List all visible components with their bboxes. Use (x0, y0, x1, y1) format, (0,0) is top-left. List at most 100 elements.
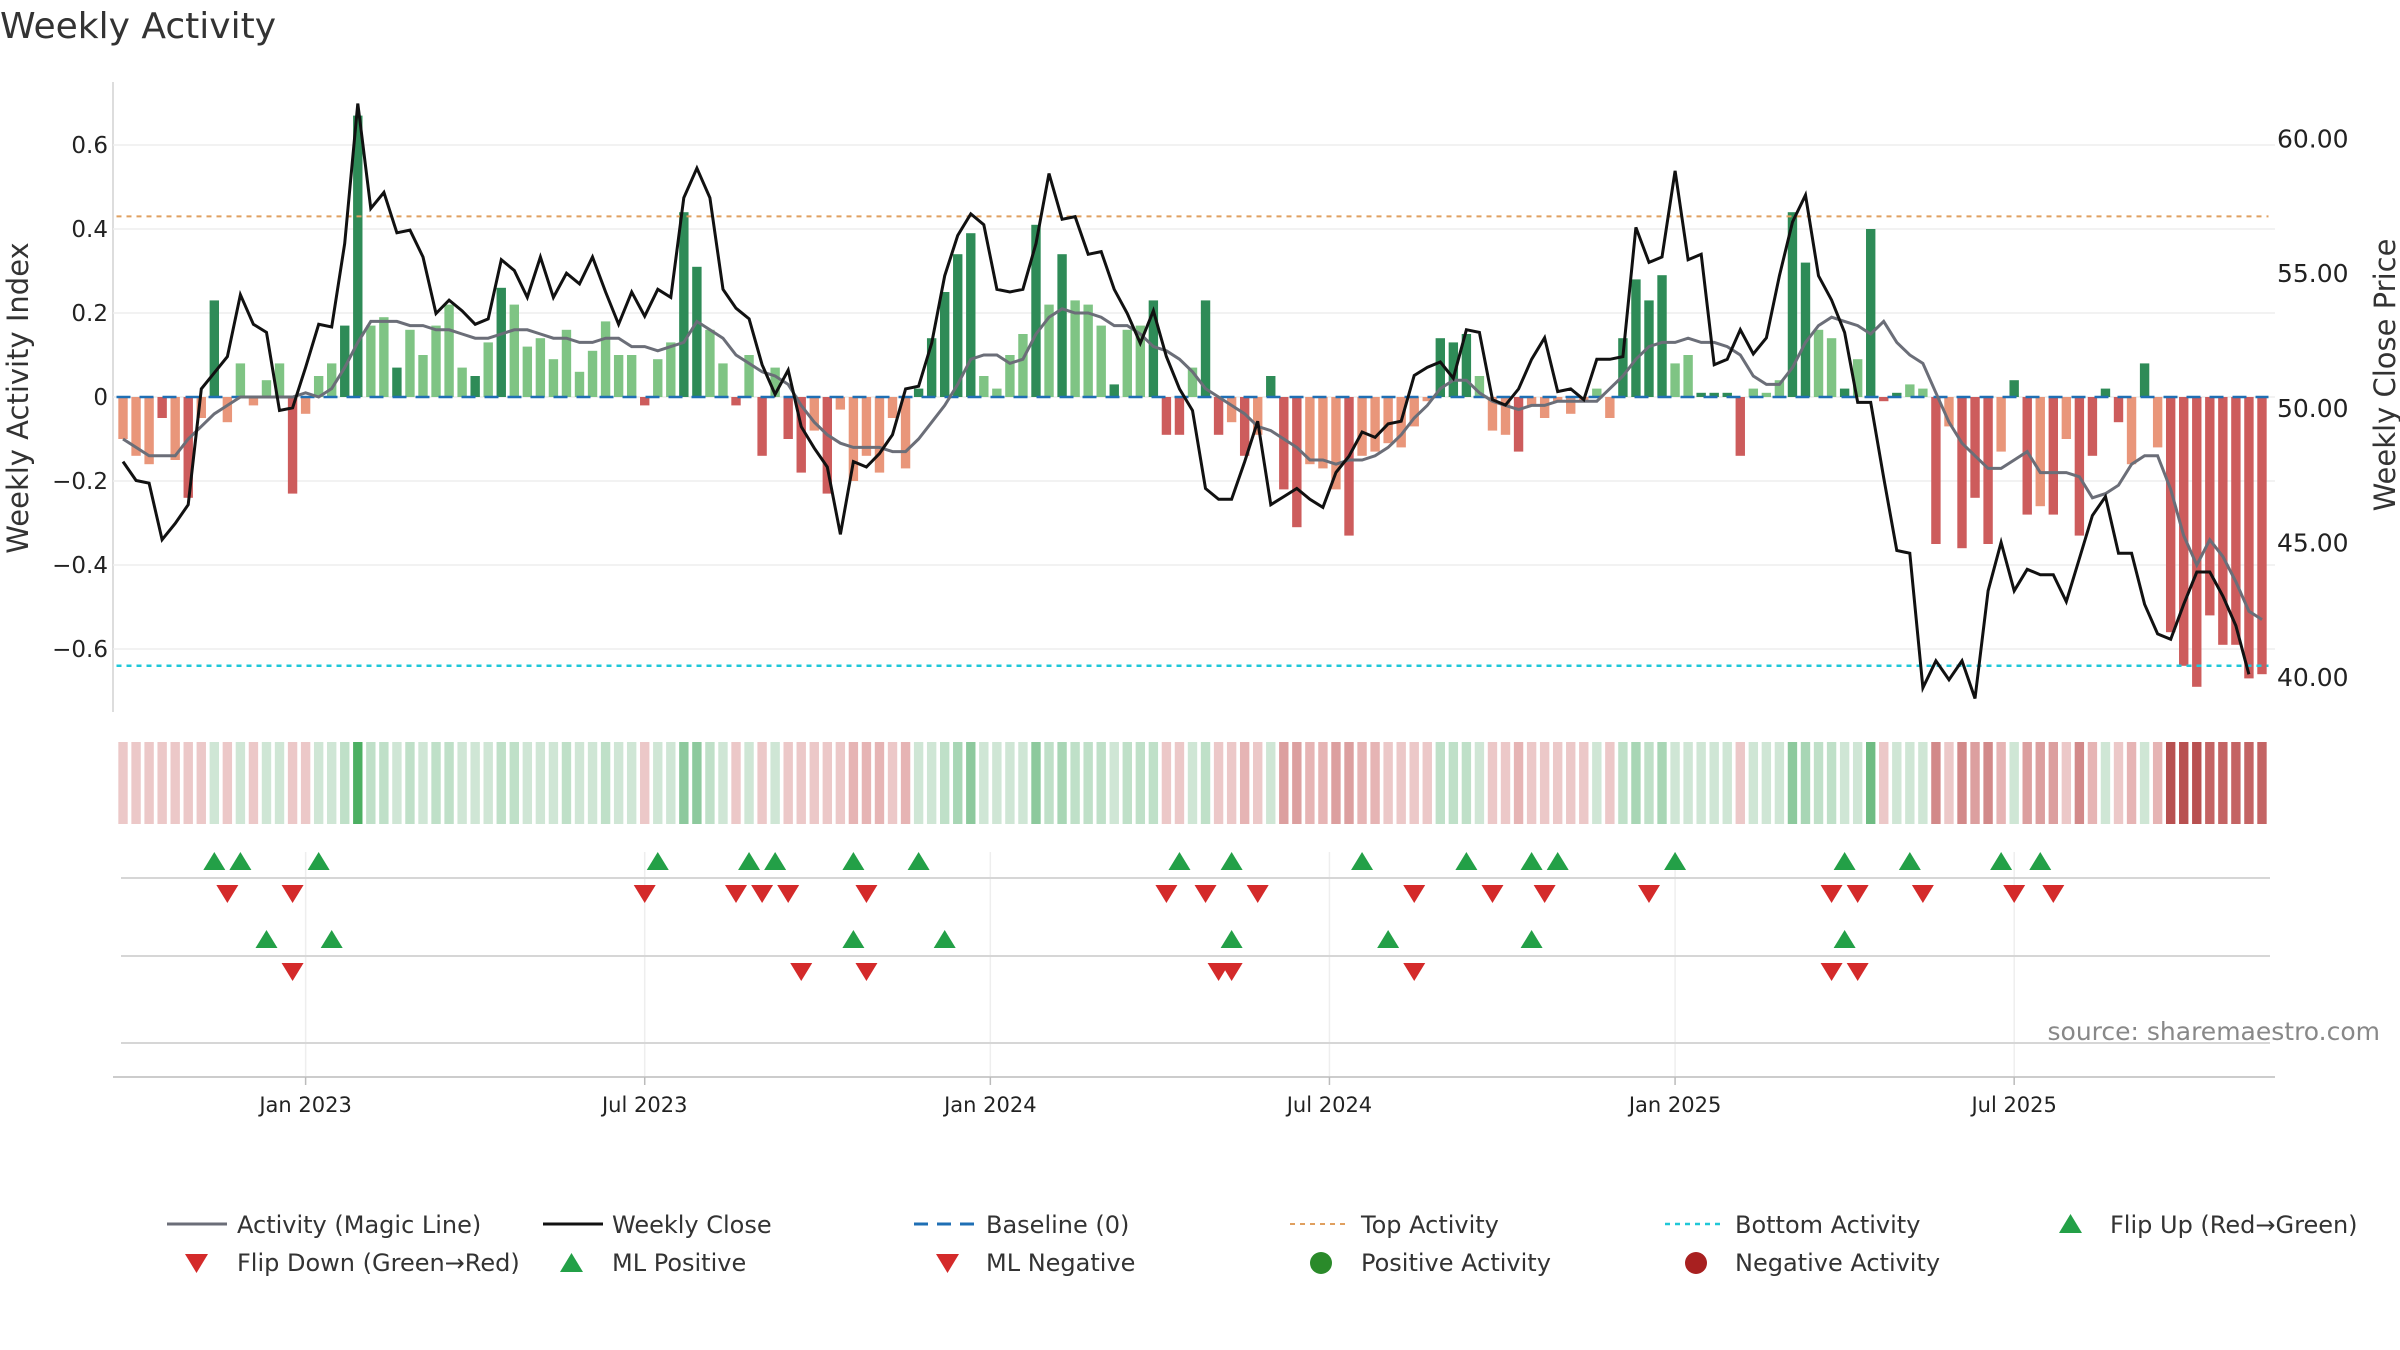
activity-bar (874, 397, 885, 473)
activity-bar (1148, 300, 1159, 397)
activity-bar (626, 355, 637, 397)
legend-label-baseline: Baseline (0) (986, 1211, 1129, 1239)
heat-cell (1670, 742, 1680, 824)
activity-bar (1474, 376, 1485, 397)
heat-cell (1435, 742, 1446, 824)
legend-label-top: Top Activity (1360, 1211, 1499, 1239)
activity-bar (1187, 367, 1198, 397)
heat-cell (1657, 742, 1667, 824)
heat-cell (209, 742, 220, 824)
ml-positive-marker (1833, 930, 1856, 948)
heat-cell (1487, 742, 1498, 824)
heat-cell (1109, 742, 1119, 824)
activity-bar (1631, 279, 1641, 397)
activity-bar (353, 115, 363, 397)
heat-cell (1839, 742, 1850, 824)
activity-bar (2048, 397, 2058, 515)
activity-bar (1331, 397, 1341, 490)
activity-bar (1161, 397, 1172, 435)
flip-down-marker (1194, 885, 1217, 903)
heat-cell (770, 742, 780, 824)
legend-label-flip-down: Flip Down (Green→Red) (237, 1249, 520, 1277)
legend-item-baseline: Baseline (0) (914, 1211, 1129, 1239)
heat-cell (757, 742, 767, 824)
heat-cell (1057, 742, 1067, 824)
legend-item-bottom-activity: Bottom Activity (1665, 1211, 1920, 1239)
heat-cell (926, 742, 937, 824)
heat-cell (913, 742, 924, 824)
ml-positive-marker (1220, 930, 1243, 948)
activity-bar (1657, 275, 1667, 397)
heat-cell (1083, 742, 1093, 824)
x-tick-label: Jan 2025 (1627, 1093, 1722, 1117)
ml-positive-marker (842, 930, 865, 948)
heat-cell (144, 742, 154, 824)
activity-bar (1070, 300, 1080, 397)
heat-cell (1383, 742, 1393, 824)
legend-item-top-activity: Top Activity (1290, 1211, 1499, 1239)
activity-bar (1826, 338, 1837, 397)
activity-bar (1174, 397, 1185, 435)
heat-cell (1005, 742, 1015, 824)
activity-bar (744, 355, 754, 397)
activity-bar (1239, 397, 1250, 456)
heat-cell (327, 742, 337, 824)
y2-tick-label: 45.00 (2277, 528, 2349, 557)
heat-cell (1722, 742, 1732, 824)
activity-bar (1852, 359, 1863, 397)
heat-cell (496, 742, 506, 824)
flip-up-marker (646, 852, 669, 870)
ml-negative-marker (855, 963, 878, 981)
heat-cell (1892, 742, 1902, 824)
flip-down-marker (216, 885, 239, 903)
heat-cell (300, 742, 311, 824)
heat-cell (1305, 742, 1315, 824)
heat-cell (1996, 742, 2006, 824)
heat-cell (196, 742, 206, 824)
heat-cell (1631, 742, 1641, 824)
y-axis-label: Weekly Activity Index (1, 242, 35, 553)
flip-down-marker (1911, 885, 1934, 903)
heat-cell (1253, 742, 1263, 824)
activity-bar (705, 329, 715, 397)
heat-cell (1357, 742, 1367, 824)
heat-cell (1683, 742, 1693, 824)
activity-bar (2257, 397, 2267, 675)
heat-cell (600, 742, 611, 824)
heat-cell (2126, 742, 2137, 824)
activity-bar (2100, 388, 2111, 397)
heat-cell (1213, 742, 1224, 824)
heat-cell (2100, 742, 2111, 824)
activity-bar (431, 325, 441, 397)
heat-cell (1905, 742, 1915, 824)
heat-cell (1866, 742, 1876, 824)
heat-cell (1552, 742, 1563, 824)
legend-label-bottom: Bottom Activity (1735, 1211, 1920, 1239)
activity-bar (261, 380, 272, 397)
activity-bar (887, 397, 898, 418)
y-tick-label: −0.4 (52, 553, 108, 579)
activity-bar (900, 397, 911, 469)
activity-bar (1096, 325, 1106, 397)
heat-cell (1044, 742, 1054, 824)
signal-markers (203, 852, 2065, 981)
heat-cell (1709, 742, 1719, 824)
heat-cell (718, 742, 728, 824)
heat-cell (1566, 742, 1576, 824)
heat-cell (2231, 742, 2241, 824)
activity-bar (418, 355, 428, 397)
flip-down-marker (633, 885, 656, 903)
activity-bar (953, 254, 963, 397)
heat-cell (1239, 742, 1250, 824)
y-tick-label: −0.2 (52, 469, 108, 495)
activity-bar (1787, 212, 1798, 397)
heat-cell (1409, 742, 1419, 824)
legend-item-flip-up: Flip Up (Red→Green) (2059, 1211, 2358, 1239)
activity-bar (1200, 300, 1211, 397)
heat-cell (874, 742, 885, 824)
activity-bar (1605, 397, 1615, 418)
flip-up-marker (1220, 852, 1243, 870)
activity-bar (600, 321, 611, 397)
activity-bar (209, 300, 220, 397)
